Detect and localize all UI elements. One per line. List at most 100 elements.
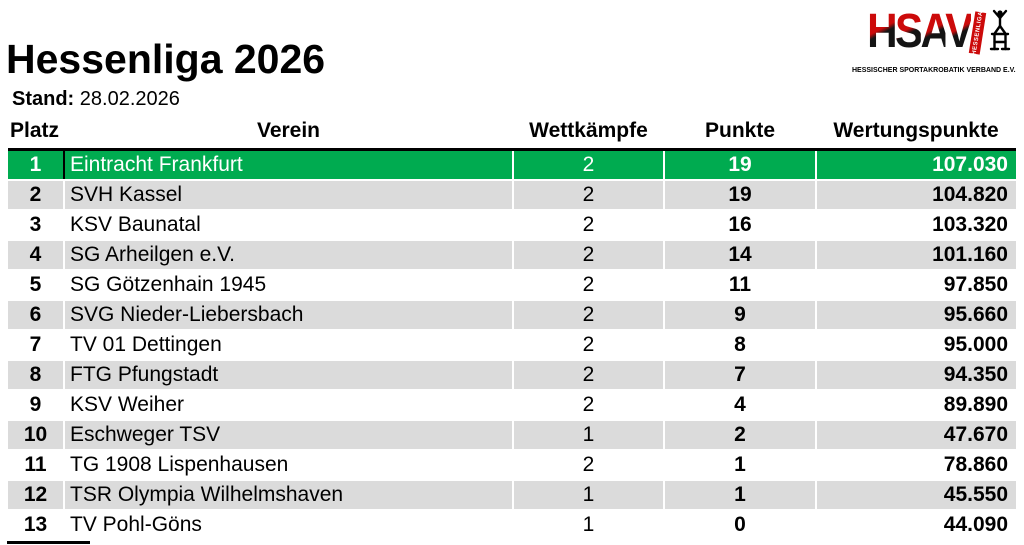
column-header-verein: Verein: [64, 110, 513, 151]
cell-wettkaempfe: 2: [513, 300, 665, 331]
cell-punkte: 7: [664, 360, 817, 391]
column-header-wertungspunkte: Wertungspunkte: [816, 110, 1016, 151]
hessenliga-ribbon-text: HESSENLIGA: [971, 10, 984, 56]
cell-platz: 7: [8, 330, 65, 361]
cell-wertungspunkte: 89.890: [816, 390, 1016, 421]
cell-platz: 11: [8, 450, 65, 481]
table-bottom-border: [7, 541, 90, 544]
column-header-punkte: Punkte: [664, 110, 816, 151]
cell-wertungspunkte: 45.550: [816, 480, 1016, 511]
cell-wertungspunkte: 78.860: [816, 450, 1016, 481]
column-header-wettkaempfe: Wettkämpfe: [513, 110, 664, 151]
cell-platz: 9: [8, 390, 65, 421]
table-row: 12 TSR Olympia Wilhelmshaven 1 1 45.550: [8, 480, 1016, 511]
cell-platz: 10: [8, 420, 65, 451]
cell-wettkaempfe: 2: [513, 210, 665, 241]
cell-wettkaempfe: 2: [513, 390, 665, 421]
cell-verein: FTG Pfungstadt: [64, 360, 514, 391]
cell-verein: SVH Kassel: [64, 180, 514, 211]
table-row: 7 TV 01 Dettingen 2 8 95.000: [8, 330, 1016, 361]
cell-verein: TV 01 Dettingen: [64, 330, 514, 361]
cell-verein: KSV Weiher: [64, 390, 514, 421]
logo-word: HSAV: [867, 5, 973, 58]
cell-wettkaempfe: 2: [513, 270, 665, 301]
cell-wettkaempfe: 2: [513, 240, 665, 271]
stand-label: Stand:: [12, 88, 75, 110]
cell-verein: TSR Olympia Wilhelmshaven: [64, 480, 514, 511]
cell-wettkaempfe: 2: [513, 360, 665, 391]
standings-body: 1 Eintracht Frankfurt 2 19 107.030 2 SVH…: [8, 149, 1016, 541]
cell-verein: KSV Baunatal: [64, 210, 514, 241]
cell-platz: 4: [8, 240, 65, 271]
cell-platz: 13: [8, 510, 65, 541]
logo-letter-v: V: [945, 5, 973, 58]
logo-letter-s: S: [895, 5, 923, 58]
cell-verein: Eintracht Frankfurt: [64, 149, 514, 181]
cell-verein: SG Arheilgen e.V.: [64, 240, 514, 271]
standings-table: Platz Verein Wettkämpfe Punkte Wertungsp…: [8, 110, 1016, 541]
cell-wettkaempfe: 1: [513, 420, 665, 451]
cell-wettkaempfe: 2: [513, 180, 665, 211]
logo-letter-a: A: [920, 5, 948, 58]
table-row: 4 SG Arheilgen e.V. 2 14 101.160: [8, 240, 1016, 271]
cell-punkte: 9: [664, 300, 817, 331]
cell-wettkaempfe: 2: [513, 149, 665, 181]
cell-wertungspunkte: 95.660: [816, 300, 1016, 331]
cell-verein: Eschweger TSV: [64, 420, 514, 451]
cell-wertungspunkte: 103.320: [816, 210, 1016, 241]
cell-verein: SG Götzenhain 1945: [64, 270, 514, 301]
cell-punkte: 19: [664, 149, 817, 181]
cell-wertungspunkte: 97.850: [816, 270, 1016, 301]
cell-punkte: 19: [664, 180, 817, 211]
cell-punkte: 14: [664, 240, 817, 271]
cell-wettkaempfe: 2: [513, 330, 665, 361]
table-row: 5 SG Götzenhain 1945 2 11 97.850: [8, 270, 1016, 301]
cell-wettkaempfe: 1: [513, 480, 665, 511]
cell-verein: TG 1908 Lispenhausen: [64, 450, 514, 481]
table-row: 13 TV Pohl-Göns 1 0 44.090: [8, 510, 1016, 541]
table-row: 6 SVG Nieder-Liebersbach 2 9 95.660: [8, 300, 1016, 331]
cell-wertungspunkte: 101.160: [816, 240, 1016, 271]
cell-punkte: 2: [664, 420, 817, 451]
cell-platz: 2: [8, 180, 65, 211]
table-row: 3 KSV Baunatal 2 16 103.320: [8, 210, 1016, 241]
cell-wettkaempfe: 2: [513, 450, 665, 481]
table-row: 11 TG 1908 Lispenhausen 2 1 78.860: [8, 450, 1016, 481]
table-row: 1 Eintracht Frankfurt 2 19 107.030: [8, 149, 1016, 181]
cell-punkte: 16: [664, 210, 817, 241]
cell-punkte: 11: [664, 270, 817, 301]
cell-wertungspunkte: 95.000: [816, 330, 1016, 361]
cell-platz: 6: [8, 300, 65, 331]
table-row: 8 FTG Pfungstadt 2 7 94.350: [8, 360, 1016, 391]
column-header-platz: Platz: [8, 110, 64, 151]
hsav-logo: HSAV HESSENLIGA HESSISCHER SPORTAKROBATI…: [852, 6, 1016, 75]
table-row: 10 Eschweger TSV 1 2 47.670: [8, 420, 1016, 451]
cell-platz: 3: [8, 210, 65, 241]
table-row: 9 KSV Weiher 2 4 89.890: [8, 390, 1016, 421]
cell-punkte: 8: [664, 330, 817, 361]
table-row: 2 SVH Kassel 2 19 104.820: [8, 180, 1016, 211]
logo-subtitle: HESSISCHER SPORTAKROBATIK VERBAND E.V.: [852, 67, 1016, 74]
cell-punkte: 1: [664, 450, 817, 481]
cell-verein: SVG Nieder-Liebersbach: [64, 300, 514, 331]
logo-row: HSAV HESSENLIGA: [852, 6, 1014, 64]
header-row: Platz Verein Wettkämpfe Punkte Wertungsp…: [8, 110, 1016, 151]
cell-wettkaempfe: 1: [513, 510, 665, 541]
cell-wertungspunkte: 94.350: [816, 360, 1016, 391]
cell-platz: 12: [8, 480, 65, 511]
stand-line: Stand: 28.02.2026: [12, 87, 180, 111]
cell-platz: 1: [8, 149, 65, 181]
cell-punkte: 4: [664, 390, 817, 421]
page-title: Hessenliga 2026: [6, 36, 326, 83]
cell-punkte: 0: [664, 510, 817, 541]
cell-wertungspunkte: 47.670: [816, 420, 1016, 451]
cell-wertungspunkte: 104.820: [816, 180, 1016, 211]
cell-punkte: 1: [664, 480, 817, 511]
cell-verein: TV Pohl-Göns: [64, 510, 514, 541]
acrobat-icon: [989, 9, 1011, 51]
cell-platz: 8: [8, 360, 65, 391]
cell-platz: 5: [8, 270, 65, 301]
cell-wertungspunkte: 107.030: [816, 149, 1016, 181]
stand-date: 28.02.2026: [79, 88, 180, 110]
logo-letter-h: H: [867, 5, 897, 58]
